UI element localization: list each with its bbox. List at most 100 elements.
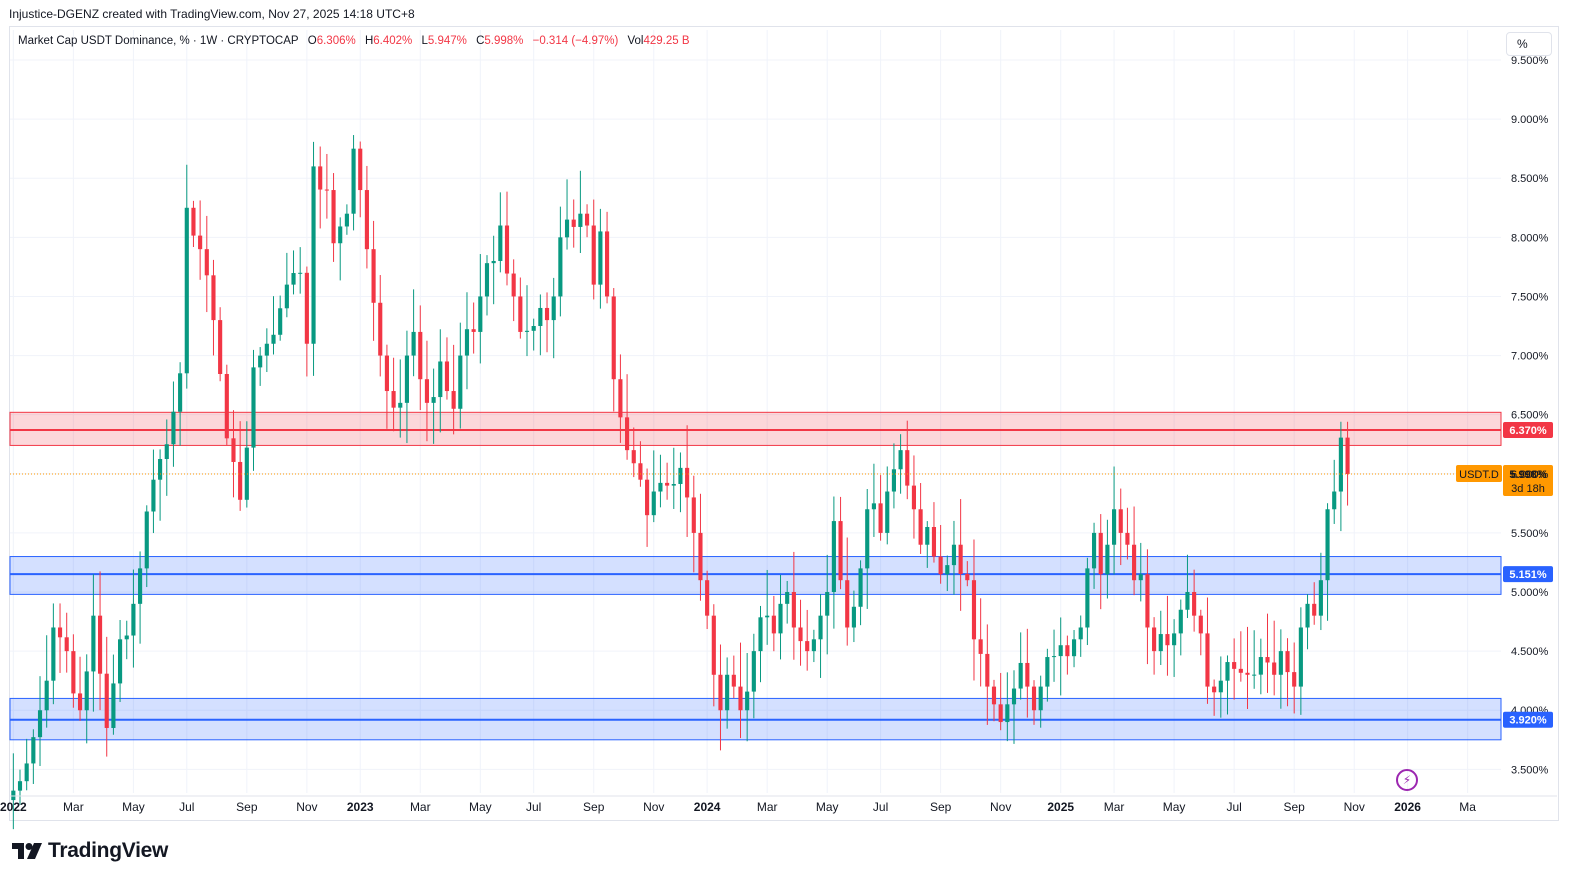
candle [1245, 626, 1250, 710]
percent-scale-button[interactable]: % [1506, 32, 1552, 56]
candle-body [204, 249, 209, 276]
candle-body [531, 326, 536, 331]
candle [31, 729, 36, 784]
candle-body [11, 790, 16, 801]
candle-body [825, 592, 830, 616]
candle-body [224, 373, 229, 439]
candle [571, 199, 576, 248]
candle [591, 199, 596, 300]
candle-body [158, 459, 163, 480]
y-tick-label: 7.000% [1511, 351, 1549, 363]
candle-body [251, 367, 256, 448]
candle [358, 141, 363, 218]
candle [1205, 597, 1210, 704]
candle [1265, 613, 1270, 693]
candle-body [24, 763, 29, 782]
candle [1011, 670, 1017, 744]
candle [818, 594, 823, 678]
candle-body [51, 627, 56, 681]
candle-body [538, 307, 543, 327]
candle-body [564, 219, 570, 238]
candle-body [371, 249, 376, 303]
candle-body [1205, 633, 1210, 687]
candle [424, 340, 430, 442]
close-label: C [476, 35, 485, 47]
candle-body [344, 213, 349, 227]
candle [1005, 672, 1010, 742]
candle [785, 580, 790, 624]
candle-body [604, 231, 610, 297]
candle [731, 655, 736, 699]
candle-body [278, 308, 283, 335]
candle-body [1071, 639, 1077, 657]
candle [518, 277, 523, 339]
candle-body [798, 627, 803, 642]
close-value: 5.998% [484, 35, 524, 47]
candle-body [971, 580, 977, 640]
candle [544, 292, 550, 353]
candle-body [1245, 672, 1250, 675]
candle [504, 191, 510, 286]
candle [945, 555, 950, 592]
candle [291, 250, 296, 295]
candle [1292, 642, 1297, 714]
candle-body [898, 450, 903, 470]
candle [1332, 459, 1337, 524]
y-tick-label: 4.500% [1511, 646, 1549, 658]
candle-body [858, 568, 863, 607]
candle [44, 635, 49, 728]
candle [778, 574, 783, 660]
candle [978, 598, 983, 687]
candle [918, 483, 923, 554]
x-tick-label: Jul [1226, 800, 1241, 814]
candle-body [464, 329, 470, 356]
x-tick-label: May [122, 800, 145, 814]
candle [858, 560, 863, 626]
candle-body [671, 484, 676, 486]
candle-body [378, 302, 383, 356]
candle [885, 466, 890, 545]
candle-body [838, 521, 843, 581]
candle-body [818, 615, 823, 640]
candle-body [1292, 672, 1297, 687]
candle-body [17, 781, 23, 791]
candle [1298, 607, 1303, 715]
candle-body [218, 320, 223, 374]
candle-body [878, 503, 883, 533]
zone-price-tag [1503, 711, 1553, 728]
candle-body [1011, 688, 1017, 705]
candle [751, 633, 756, 719]
candle [938, 524, 943, 584]
lightning-icon[interactable]: ⚡ [1396, 769, 1418, 791]
candle [11, 753, 16, 830]
candle-body [1312, 603, 1317, 616]
candle [1285, 638, 1290, 707]
candle-body [1158, 634, 1163, 652]
tradingview-logo[interactable]: TradingView [12, 839, 168, 863]
x-tick-label: Jul [526, 800, 541, 814]
candle [851, 590, 856, 643]
candle [124, 620, 129, 660]
candle-body [645, 479, 650, 516]
candle-body [745, 691, 750, 711]
candle-body [184, 207, 189, 374]
candle-body [1218, 680, 1223, 693]
candle-body [1145, 574, 1150, 628]
candle [304, 266, 309, 377]
candle-body [304, 272, 309, 344]
candle-body [1265, 657, 1270, 663]
candle [1198, 609, 1203, 656]
candle [625, 374, 630, 460]
candle [258, 347, 263, 386]
candle-body [811, 639, 816, 652]
candle [584, 204, 590, 238]
symbol-legend[interactable]: Market Cap USDT Dominance, % · 1W · CRYP… [18, 35, 696, 47]
candle [1338, 421, 1343, 532]
x-tick-label: Ma [1459, 800, 1476, 814]
candle [1165, 595, 1170, 676]
chart-attribution: Injustice-DGENZ created with TradingView… [9, 7, 415, 21]
zone-resistance [9, 411, 1502, 446]
candle [691, 475, 696, 573]
high-label: H [364, 35, 374, 47]
